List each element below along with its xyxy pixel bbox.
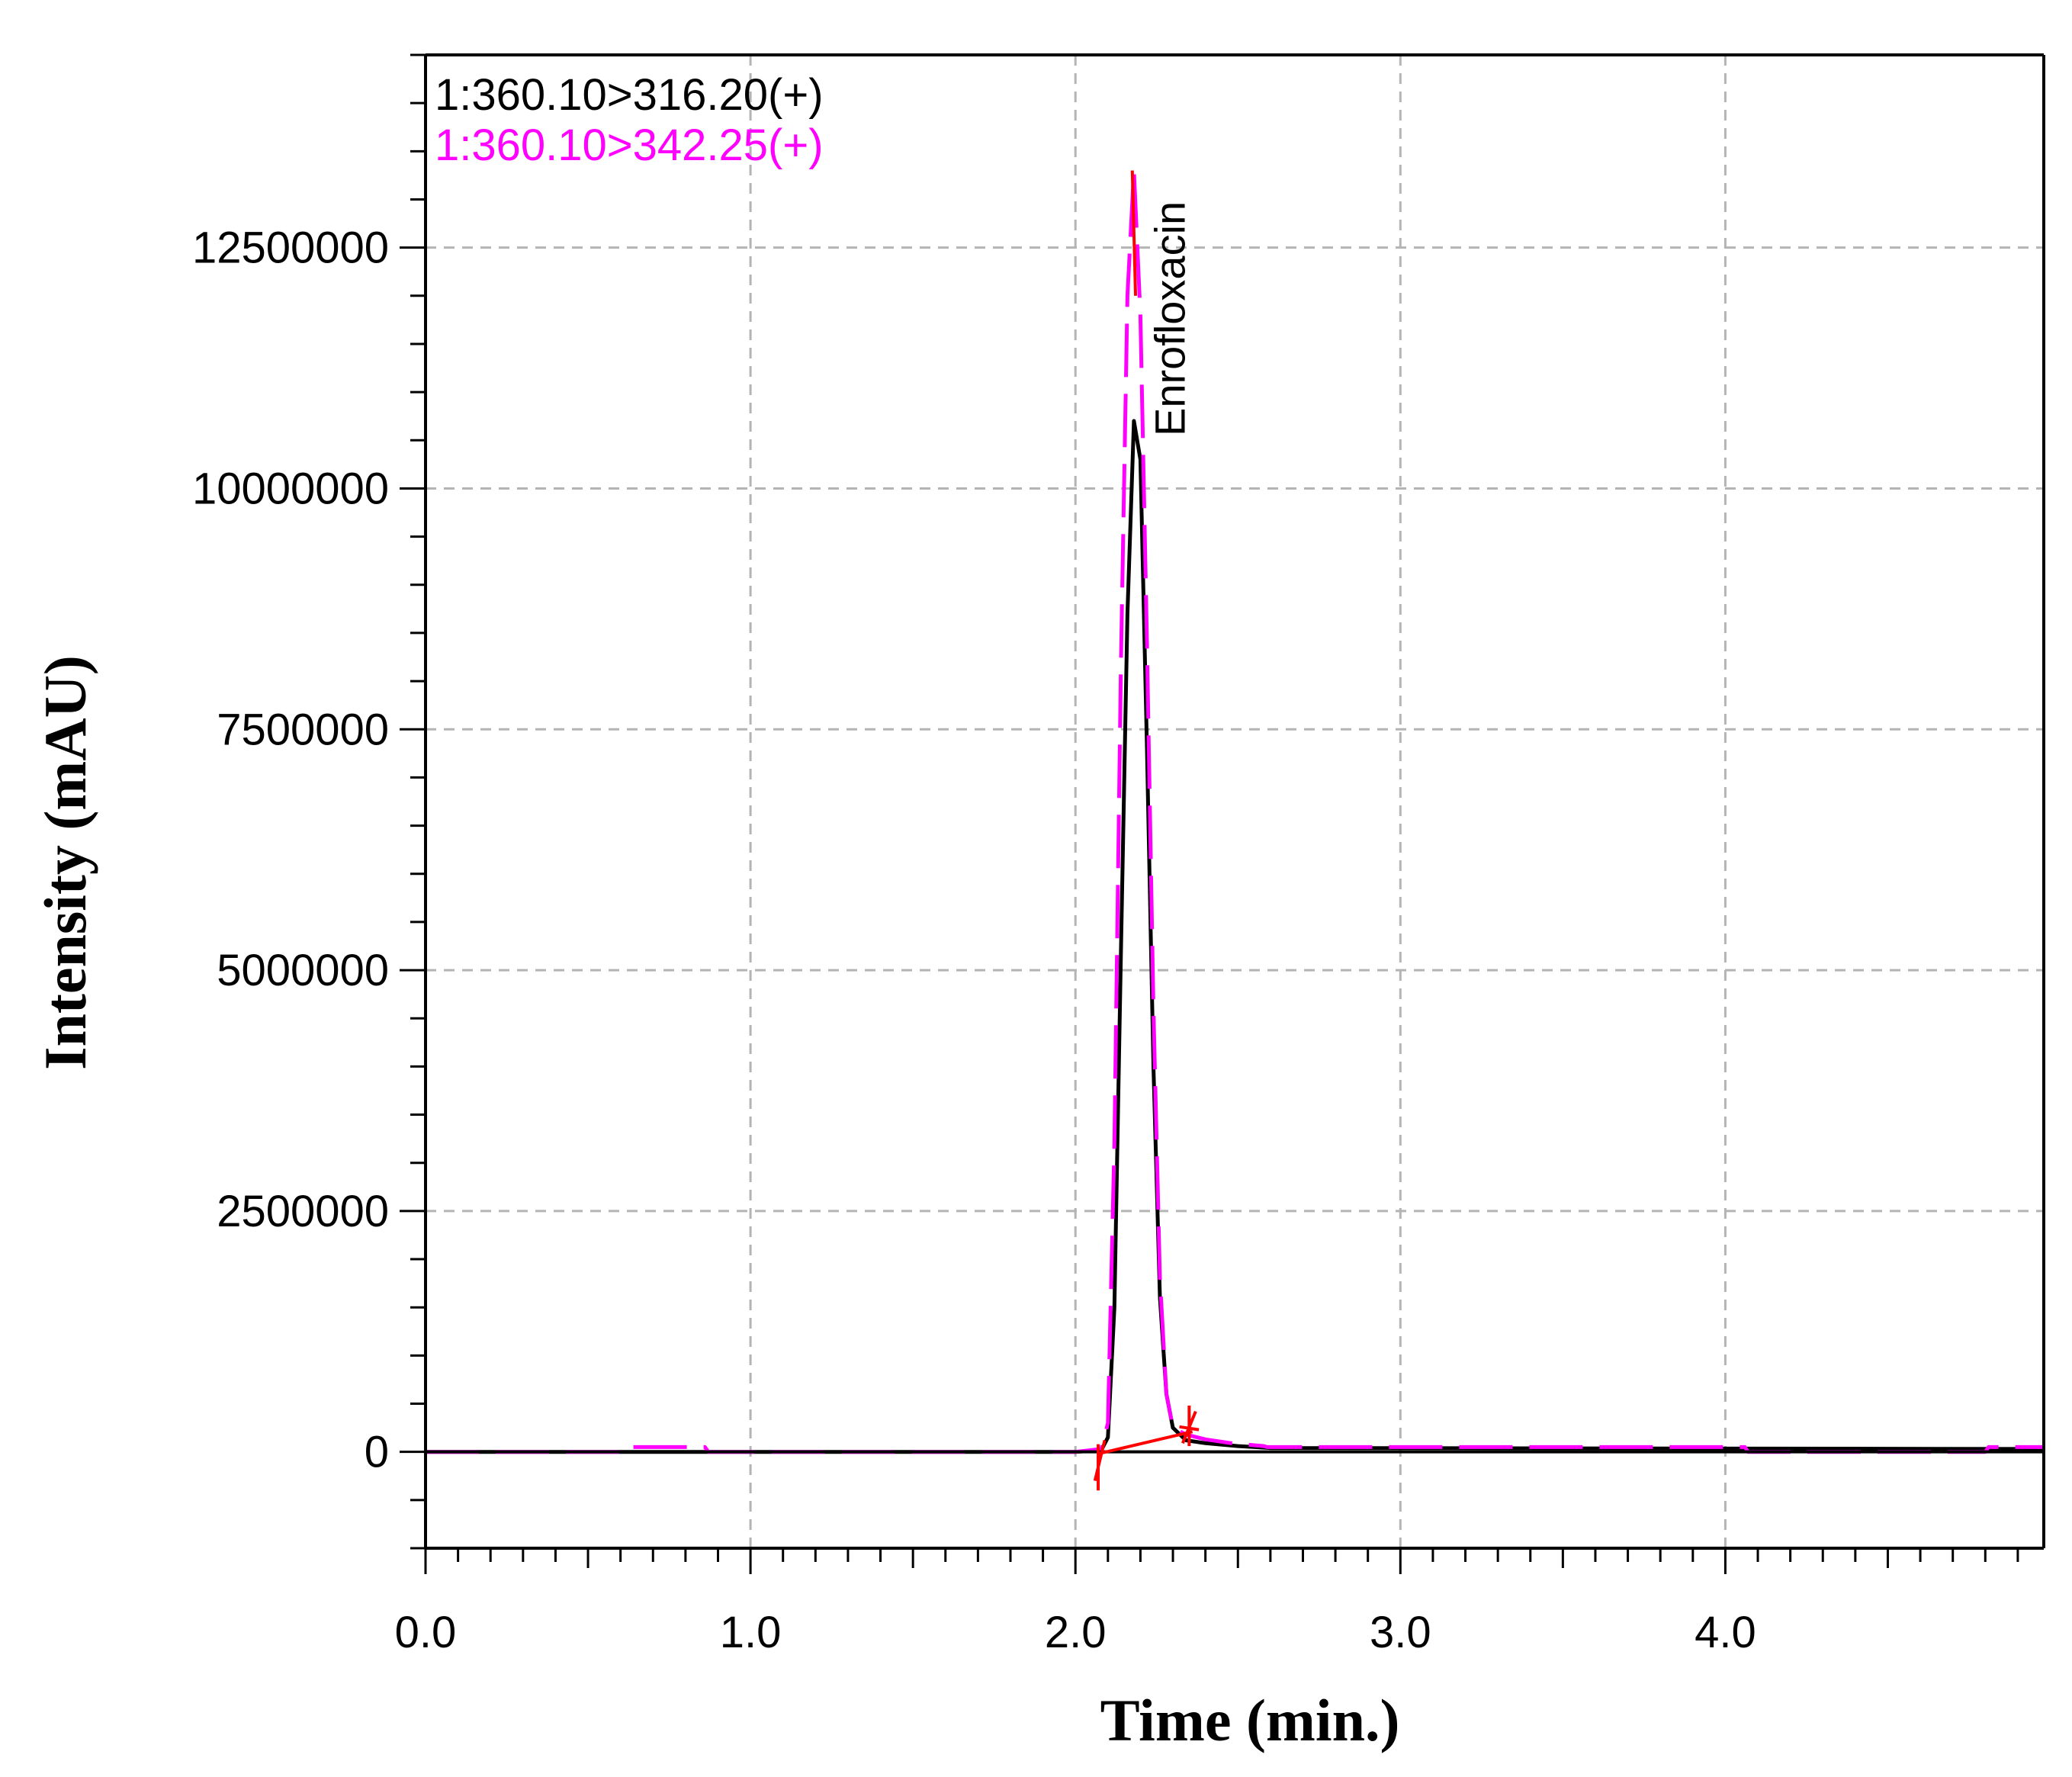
- legend: 1:360.10>316.20(+)1:360.10>342.25(+): [435, 70, 824, 170]
- minor-ticks: [400, 53, 2019, 1574]
- y-tick-labels: 0 2500000 5000000 7500000 10000000 12500000: [192, 223, 389, 1477]
- y-tick-label: 7500000: [217, 705, 389, 754]
- x-tick-label: 0.0: [395, 1608, 457, 1657]
- legend-entry: 1:360.10>316.20(+): [435, 70, 824, 120]
- y-tick-label: 5000000: [217, 946, 389, 995]
- y-tick-label: 2500000: [217, 1187, 389, 1236]
- grid-layer: [426, 55, 2044, 1548]
- x-tick-label: 2.0: [1045, 1608, 1107, 1657]
- x-tick-label: 3.0: [1370, 1608, 1431, 1657]
- y-tick-label: 12500000: [192, 223, 389, 273]
- peak-start-marker: [1093, 1440, 1107, 1482]
- series-316-line: [426, 419, 2045, 1454]
- baseline-markers: [1093, 170, 1200, 1491]
- integration-baseline: [1097, 1430, 1193, 1456]
- plot-frame: [424, 53, 2045, 1550]
- series-layer: [426, 169, 2045, 1454]
- peak-label: Enrofloxacin: [1145, 201, 1193, 436]
- y-tick-label: 10000000: [192, 464, 389, 513]
- peak-end-marker: [1179, 1425, 1200, 1432]
- x-axis-title: Time (min.): [1100, 1687, 1400, 1753]
- apex-marker: [1130, 170, 1138, 296]
- y-axis-title: Intensity (mAU): [32, 655, 98, 1070]
- x-tick-labels: 0.0 1.0 2.0 3.0 4.0: [395, 1608, 1756, 1657]
- series-342-line: [426, 169, 2044, 1454]
- y-tick-label: 0: [365, 1428, 389, 1477]
- legend-entry: 1:360.10>342.25(+): [435, 121, 824, 170]
- annotations: Enrofloxacin: [1145, 201, 1193, 436]
- x-tick-label: 4.0: [1695, 1608, 1756, 1657]
- x-tick-label: 1.0: [720, 1608, 782, 1657]
